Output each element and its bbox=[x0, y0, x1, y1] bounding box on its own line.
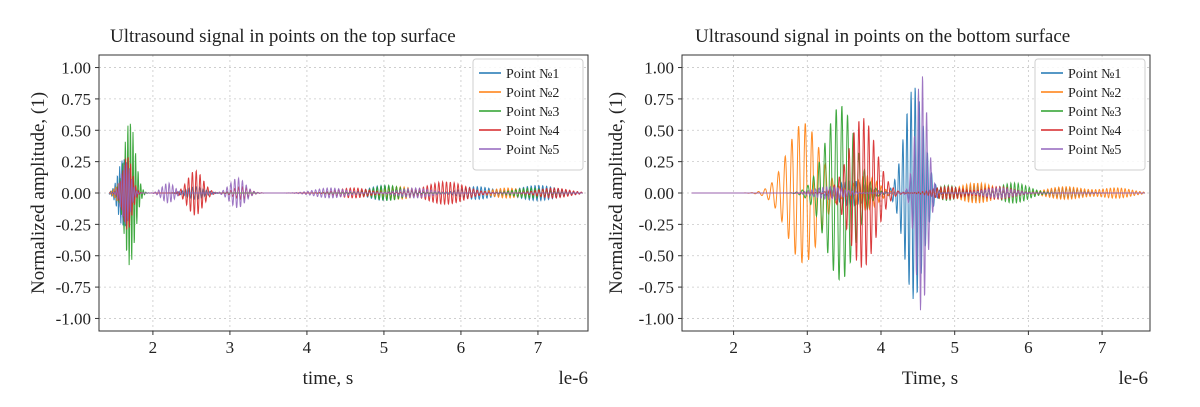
y-tick-label: -1.00 bbox=[639, 309, 674, 328]
y-tick-label: -0.75 bbox=[639, 278, 674, 297]
y-tick-label: -0.75 bbox=[56, 278, 91, 297]
plot-area bbox=[691, 76, 1146, 311]
plot-frame bbox=[681, 54, 1151, 332]
chart-title: Ultrasound signal in points on the top s… bbox=[110, 26, 456, 47]
series-line-point-5 bbox=[691, 76, 1145, 311]
x-tick-label: 6 bbox=[1024, 338, 1033, 357]
x-axis-label: time, s bbox=[303, 368, 354, 389]
legend-label: Point №5 bbox=[506, 143, 559, 158]
x-tick-label: 4 bbox=[303, 338, 312, 357]
x-tick-label: 7 bbox=[1098, 338, 1107, 357]
y-tick-label: 0.00 bbox=[61, 184, 91, 203]
y-tick-label: 0.50 bbox=[61, 121, 91, 140]
y-axis-label: Normalized amplitude, (1) bbox=[28, 92, 49, 294]
x-tick-label: 3 bbox=[226, 338, 235, 357]
legend-box bbox=[1034, 58, 1146, 171]
y-tick-label: 1.00 bbox=[61, 59, 91, 78]
y-axis-label: Normalized amplitude, (1) bbox=[606, 92, 627, 294]
x-axis-label: Time, s bbox=[902, 368, 958, 389]
x-tick-label: 6 bbox=[457, 338, 466, 357]
legend-label: Point №5 bbox=[1068, 143, 1121, 158]
y-tick-label: -1.00 bbox=[56, 309, 91, 328]
legend-label: Point №4 bbox=[506, 124, 559, 139]
y-tick-label: 1.00 bbox=[644, 59, 674, 78]
legend-label: Point №2 bbox=[506, 86, 559, 101]
y-tick-label: 0.25 bbox=[61, 153, 91, 172]
y-tick-label: -0.25 bbox=[56, 215, 91, 234]
chart-top-surface: Ultrasound signal in points on the top s… bbox=[28, 26, 589, 389]
y-tick-label: 0.50 bbox=[644, 121, 674, 140]
y-tick-label: 0.25 bbox=[644, 153, 674, 172]
legend-label: Point №4 bbox=[1068, 124, 1121, 139]
plot-frame bbox=[98, 54, 589, 332]
x-tick-label: 5 bbox=[380, 338, 389, 357]
x-offset-label: le-6 bbox=[558, 368, 588, 389]
legend-label: Point №3 bbox=[506, 105, 559, 120]
x-tick-label: 2 bbox=[149, 338, 158, 357]
x-offset-label: le-6 bbox=[1118, 368, 1148, 389]
y-tick-label: 0.00 bbox=[644, 184, 674, 203]
x-tick-label: 4 bbox=[877, 338, 886, 357]
ticks: 2 3 4 5 6 7 1.00 0.75 0.50 0.25 0.00 -0.25 -0.50 -0.7… bbox=[56, 59, 543, 357]
x-tick-label: 5 bbox=[950, 338, 959, 357]
legend-label: Point №1 bbox=[1068, 67, 1121, 82]
x-tick-label: 3 bbox=[803, 338, 812, 357]
chart-title: Ultrasound signal in points on the botto… bbox=[695, 26, 1070, 47]
legend: Point №1 Point №2 Point №3 Point №4 Point №5 bbox=[472, 58, 584, 171]
chart-bottom-surface: Ultrasound signal in points on the botto… bbox=[606, 26, 1151, 389]
series-line-point-5 bbox=[108, 163, 583, 225]
x-tick-label: 2 bbox=[729, 338, 738, 357]
y-tick-label: -0.25 bbox=[639, 215, 674, 234]
ticks: 2 3 4 5 6 7 1.00 0.75 0.50 0.25 0.00 -0.25 -0.50 -0.7… bbox=[639, 59, 1107, 357]
plot-area bbox=[108, 123, 583, 266]
legend: Point №1 Point №2 Point №3 Point №4 Point №5 bbox=[1034, 58, 1146, 171]
y-tick-label: -0.50 bbox=[639, 247, 674, 266]
legend-box bbox=[472, 58, 584, 171]
legend-label: Point №1 bbox=[506, 67, 559, 82]
y-tick-label: -0.50 bbox=[56, 247, 91, 266]
y-tick-label: 0.75 bbox=[644, 90, 674, 109]
legend-label: Point №3 bbox=[1068, 105, 1121, 120]
x-tick-label: 7 bbox=[534, 338, 543, 357]
legend-label: Point №2 bbox=[1068, 86, 1121, 101]
y-tick-label: 0.75 bbox=[61, 90, 91, 109]
